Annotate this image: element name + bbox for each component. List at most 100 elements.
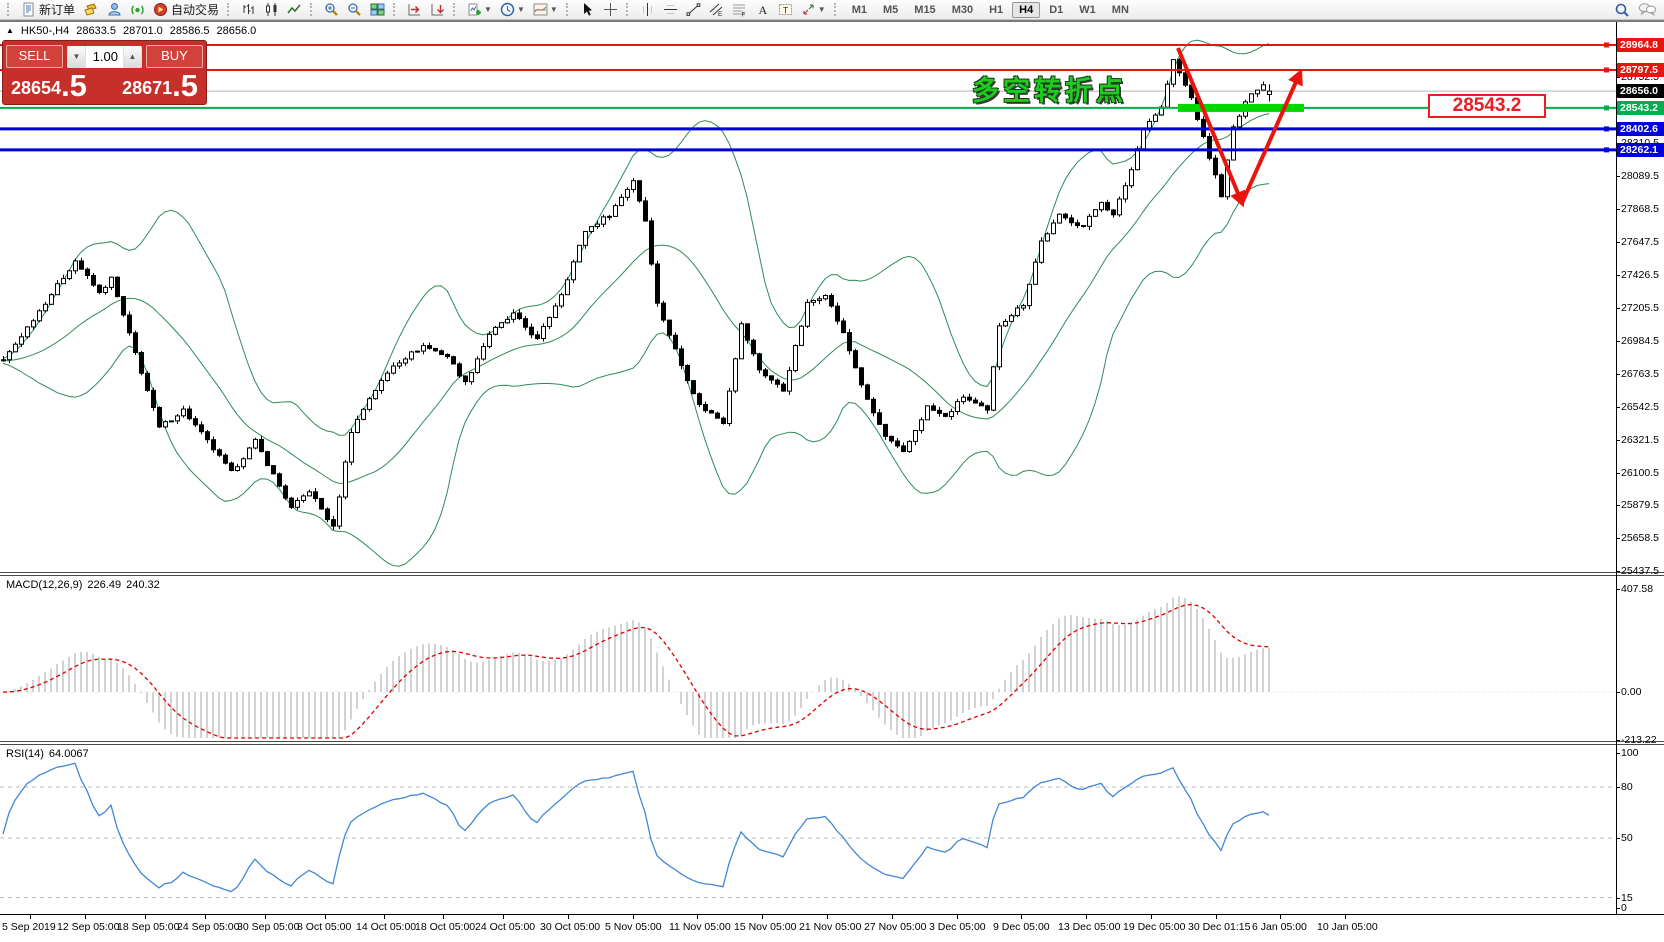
- chart-template-dropdown-icon[interactable]: ▼: [549, 5, 558, 14]
- tile-windows-button[interactable]: [366, 1, 389, 19]
- macd-tick-label: 0.00: [1621, 686, 1642, 698]
- signal-button[interactable]: [126, 1, 149, 19]
- time-tick-mark: [325, 915, 326, 919]
- volume-input[interactable]: 1.00: [92, 48, 118, 64]
- arrows-dropdown-icon[interactable]: ▼: [817, 5, 826, 14]
- timeframe-m30-button[interactable]: M30: [951, 3, 974, 16]
- chart-template-icon: [533, 2, 548, 17]
- price-tick-mark: [1616, 208, 1620, 210]
- price-tick-mark: [1616, 571, 1620, 573]
- rsi-tick-label: 0: [1621, 902, 1627, 914]
- text-label-button[interactable]: T: [774, 1, 797, 19]
- time-axis-label: 21 Nov 05:00: [799, 921, 862, 933]
- time-axis-label: 12 Sep 05:00: [57, 921, 120, 933]
- time-axis-label: 3 Dec 05:00: [929, 921, 986, 933]
- timeframe-mn-button[interactable]: MN: [1111, 3, 1129, 16]
- price-tick-mark: [1616, 274, 1620, 276]
- pane-separator[interactable]: [0, 741, 1664, 742]
- time-axis-label: 5 Nov 05:00: [605, 921, 662, 933]
- horizontal-line-button[interactable]: [659, 1, 682, 19]
- horizontal-level-lines[interactable]: [0, 42, 1616, 153]
- time-axis-label: 30 Dec 01:15: [1188, 921, 1251, 933]
- price-tick-label: 27426.5: [1621, 268, 1659, 281]
- channel-button[interactable]: E: [705, 1, 728, 19]
- toolbar-grip: [453, 3, 459, 16]
- timeframe-h4-button[interactable]: H4: [1012, 1, 1041, 18]
- main-price-chart[interactable]: [0, 22, 1616, 572]
- crosshair-button[interactable]: [599, 1, 622, 19]
- periods-clock-dropdown-icon[interactable]: ▼: [516, 5, 525, 14]
- fibonacci-button[interactable]: F: [728, 1, 751, 19]
- volume-increase-button[interactable]: ▲: [123, 45, 142, 68]
- cursor-button[interactable]: [576, 1, 599, 19]
- time-tick-mark: [827, 915, 828, 919]
- pane-separator[interactable]: [0, 575, 1664, 576]
- macd-indicator-pane[interactable]: [0, 576, 1616, 741]
- timeframe-m1-button[interactable]: M1: [851, 3, 867, 16]
- search-button[interactable]: [1610, 1, 1634, 19]
- sell-button[interactable]: SELL: [6, 45, 63, 68]
- timeframe-w1-button[interactable]: W1: [1079, 3, 1096, 16]
- zoom-in-button[interactable]: [320, 1, 343, 19]
- chat-icon: [1638, 2, 1657, 17]
- time-axis-label: 18 Sep 05:00: [117, 921, 180, 933]
- volume-decrease-button[interactable]: ▼: [67, 45, 86, 68]
- navigator-button[interactable]: [103, 1, 126, 19]
- trend-line-button[interactable]: [682, 1, 705, 19]
- time-axis-label: 18 Oct 05:00: [415, 921, 476, 933]
- time-axis-label: 11 Nov 05:00: [669, 921, 731, 933]
- arrows-button[interactable]: ▼: [797, 1, 830, 19]
- time-tick-mark: [1280, 915, 1281, 919]
- time-axis-label: 30 Sep 05:00: [237, 921, 300, 933]
- zoom-out-icon: [347, 2, 362, 17]
- timeframe-m15-button[interactable]: M15: [914, 3, 936, 16]
- chart-template-button[interactable]: ▼: [529, 1, 562, 19]
- timeframe-d1-button[interactable]: D1: [1049, 3, 1064, 16]
- timeframe-h1-button[interactable]: H1: [989, 3, 1004, 16]
- buy-button[interactable]: BUY: [146, 45, 203, 68]
- text-button[interactable]: A: [751, 1, 774, 19]
- ohlc-open: 28633.5: [76, 25, 116, 37]
- time-tick-mark: [762, 915, 763, 919]
- macd-signal-value: 240.32: [126, 579, 160, 591]
- toolbar-grip: [625, 3, 632, 16]
- window-divider: [0, 20, 1664, 22]
- shift-chart-button[interactable]: [403, 1, 426, 19]
- price-tick-mark: [1616, 340, 1620, 342]
- sell-price[interactable]: 28654 .5: [11, 69, 87, 103]
- candlesticks: [1, 58, 1272, 530]
- navigator-icon: [107, 2, 122, 17]
- vertical-line-button[interactable]: [636, 1, 659, 19]
- pane-separator[interactable]: [0, 744, 1664, 745]
- periods-clock-button[interactable]: ▼: [496, 1, 529, 19]
- toolbar-grip: [227, 3, 233, 16]
- channel-icon: E: [709, 2, 724, 17]
- pane-separator[interactable]: [0, 572, 1664, 573]
- price-tick-mark: [1616, 307, 1620, 309]
- chat-button[interactable]: [1634, 1, 1661, 19]
- auto-trading-button[interactable]: 自动交易: [149, 1, 223, 19]
- zoom-out-button[interactable]: [343, 1, 366, 19]
- price-level-badge: 28262.1: [1617, 142, 1664, 157]
- price-axis-line: [1616, 22, 1617, 914]
- line-chart-button[interactable]: [283, 1, 306, 19]
- gold-bar-button[interactable]: [79, 1, 103, 19]
- timeframe-m5-button[interactable]: M5: [883, 3, 899, 16]
- auto-scroll-button[interactable]: [426, 1, 449, 19]
- time-tick-mark: [85, 915, 86, 919]
- new-order-button[interactable]: 新订单: [17, 1, 79, 19]
- price-tick-label: 27205.5: [1621, 301, 1659, 314]
- ohlc-low: 28586.5: [169, 25, 210, 37]
- time-tick-mark: [957, 915, 958, 919]
- macd-histogram: [2, 596, 1270, 738]
- bar-chart-button[interactable]: [237, 1, 260, 19]
- collapse-triangle-icon[interactable]: ▲: [6, 26, 14, 35]
- add-indicator-button[interactable]: ▼: [463, 1, 496, 19]
- candle-chart-button[interactable]: [260, 1, 283, 19]
- add-indicator-dropdown-icon[interactable]: ▼: [484, 5, 492, 14]
- rsi-indicator-pane[interactable]: [0, 745, 1616, 912]
- price-tick-mark: [1616, 505, 1620, 507]
- rsi-tick-mark: [1616, 897, 1620, 899]
- buy-price[interactable]: 28671 .5: [122, 69, 198, 103]
- new-order-label: 新订单: [39, 3, 76, 17]
